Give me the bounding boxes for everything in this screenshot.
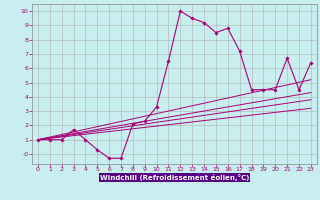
X-axis label: Windchill (Refroidissement éolien,°C): Windchill (Refroidissement éolien,°C) [100, 174, 249, 181]
